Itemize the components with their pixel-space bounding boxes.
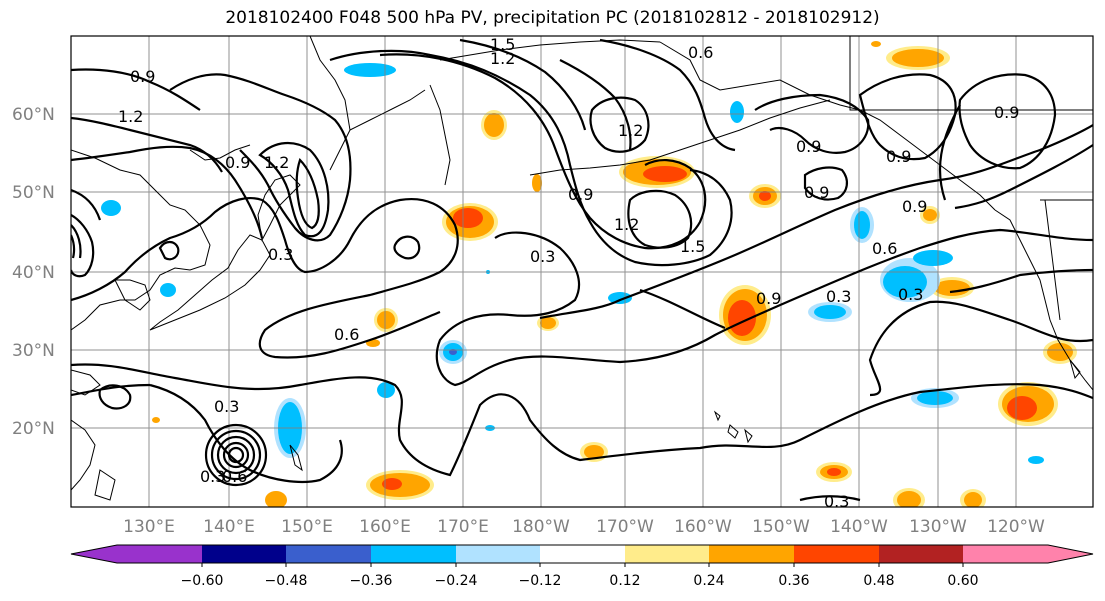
contour-label: 1.2: [264, 153, 289, 172]
contour-label: 0.3: [898, 285, 923, 304]
colorbar-segment: [371, 545, 456, 563]
lat-label-40n: 40°N: [12, 263, 55, 283]
lon-label: 150°W: [752, 517, 810, 537]
colorbar-outline: [70, 544, 1094, 564]
contour-label: 0.9: [796, 137, 821, 156]
contour-label: 0.3: [268, 245, 293, 264]
colorbar-tick-label: −0.24: [435, 573, 478, 589]
colorbar-segment: [625, 545, 709, 563]
contour-label: 0.3: [824, 492, 849, 511]
lat-label-60n: 60°N: [12, 105, 55, 125]
grid-lines: [71, 36, 1093, 507]
lon-label: 130°W: [909, 517, 967, 537]
lon-label: 180°W: [512, 517, 570, 537]
latitude-labels: 60°N 50°N 40°N 30°N 20°N: [12, 105, 55, 439]
coastlines: [71, 36, 1093, 501]
contour-label: 1.2: [614, 215, 639, 234]
colorbar-tick-label: −0.60: [181, 573, 224, 589]
colorbar-tick-label: 0.36: [778, 573, 809, 589]
lon-label: 140°W: [830, 517, 888, 537]
contour-label: 0.9: [804, 183, 829, 202]
colorbar-segment: [963, 545, 1048, 563]
colorbar-tick-label: 0.24: [693, 573, 724, 589]
colorbar-tick-labels: −0.60 −0.48 −0.36 −0.24 −0.12 0.12 0.24 …: [181, 573, 979, 589]
map-frame: [70, 35, 1094, 508]
contour-label: 0.6: [334, 325, 359, 344]
colorbar-segment: [117, 545, 202, 563]
lon-label: 170°W: [596, 517, 654, 537]
colorbar-tick-label: 0.60: [947, 573, 978, 589]
contour-label: 0.6: [688, 43, 713, 62]
map-title: 2018102400 F048 500 hPa PV, precipitatio…: [225, 8, 880, 28]
contour-label: 0.9: [902, 197, 927, 216]
contour-label: 1.2: [118, 107, 143, 126]
colorbar-segment: [540, 545, 625, 563]
contour-label: 1.2: [490, 49, 515, 68]
lat-label-20n: 20°N: [12, 419, 55, 439]
lon-label: 130°E: [123, 517, 175, 537]
colorbar-tick-label: −0.36: [350, 573, 393, 589]
contour-label: 0.9: [886, 147, 911, 166]
contour-label: 0.6: [222, 467, 247, 486]
longitude-labels: 130°E 140°E 150°E 160°E 170°E 180°W 170°…: [123, 517, 1045, 537]
contour-label: 0.3: [530, 247, 555, 266]
contour-label: 0.3: [214, 397, 239, 416]
lon-label: 170°E: [437, 517, 489, 537]
contour-label: 0.9: [994, 103, 1019, 122]
lon-label: 150°E: [281, 517, 333, 537]
colorbar-tick-label: −0.12: [519, 573, 562, 589]
colorbar-segment: [202, 545, 286, 563]
contour-label: 1.5: [680, 237, 705, 256]
contour-label: 0.3: [826, 287, 851, 306]
contour-label: 0.9: [568, 185, 593, 204]
colorbar-segment: [456, 545, 540, 563]
pv-contours: [71, 38, 1093, 502]
lon-label: 140°E: [203, 517, 255, 537]
contour-label: 0.3: [200, 467, 225, 486]
contour-labels: 1.2 0.9 1.5 1.2 0.6 0.9 1.2 0.9 0.9 1.2 …: [118, 35, 1019, 511]
contour-label: 0.9: [756, 289, 781, 308]
lat-label-30n: 30°N: [12, 341, 55, 361]
colorbar-tick-label: −0.48: [265, 573, 308, 589]
contour-label: 0.6: [872, 239, 897, 258]
colorbar-segment: [286, 545, 371, 563]
colorbar-segment: [709, 545, 794, 563]
colorbar-extend-min: [71, 545, 117, 563]
lon-label: 160°E: [359, 517, 411, 537]
contour-label: 0.9: [130, 67, 155, 86]
lon-label: 160°W: [674, 517, 732, 537]
colorbar-tick-label: 0.48: [863, 573, 894, 589]
colorbar-segment: [794, 545, 879, 563]
contour-label: 1.2: [618, 121, 643, 140]
colorbar-extend-max: [1048, 545, 1093, 563]
lon-label: 120°W: [987, 517, 1045, 537]
contour-label: 1.5: [490, 35, 515, 54]
lat-label-50n: 50°N: [12, 183, 55, 203]
colorbar: [70, 544, 1094, 567]
colorbar-tick-label: 0.12: [609, 573, 640, 589]
contour-label: 0.9: [225, 153, 250, 172]
colorbar-segment: [879, 545, 963, 563]
